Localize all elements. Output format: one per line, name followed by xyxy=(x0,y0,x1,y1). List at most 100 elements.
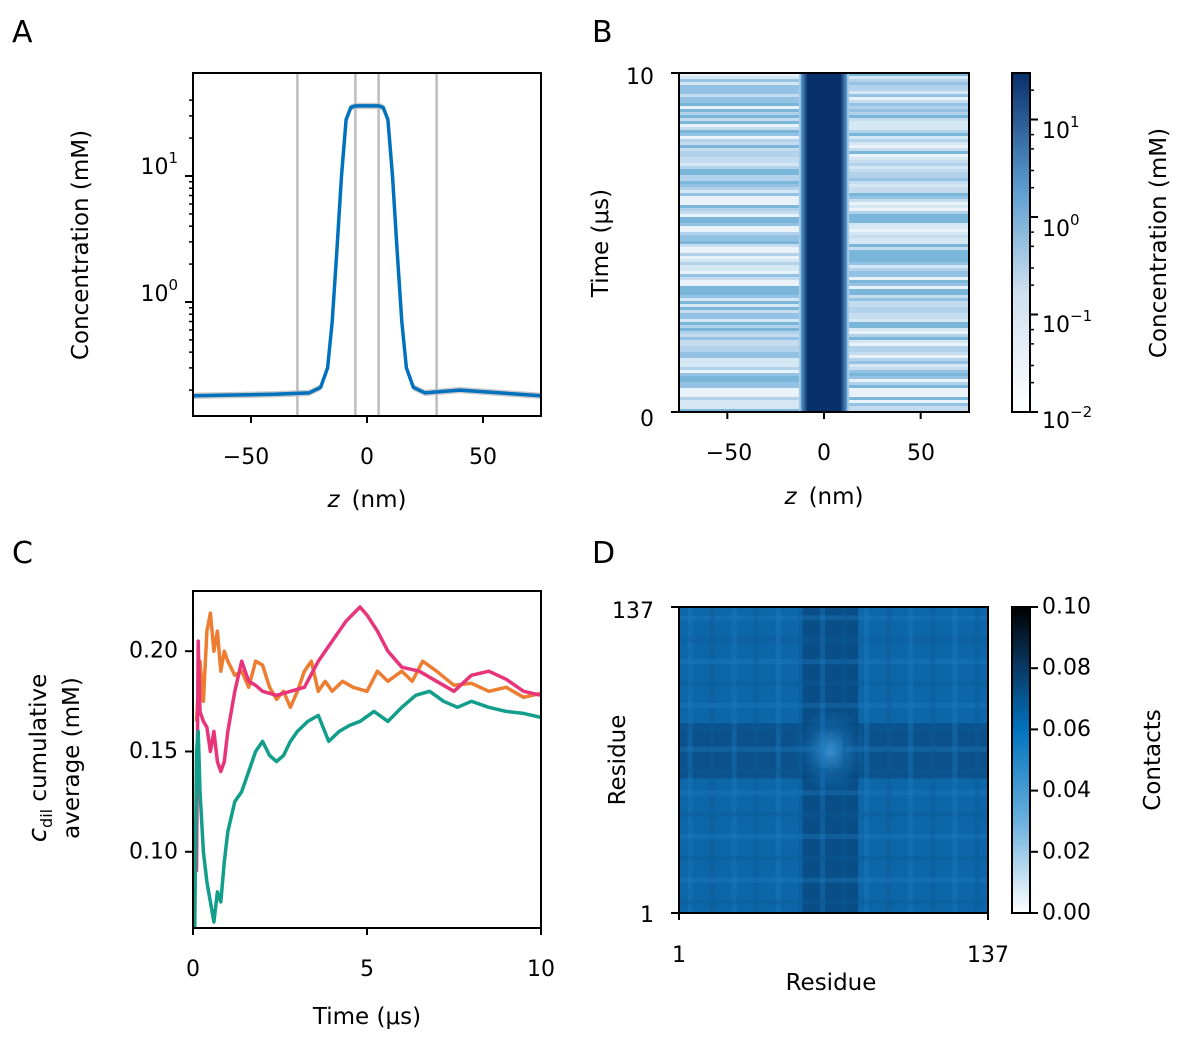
panel-c-series-orange xyxy=(194,611,541,722)
panel-b-heatmap-row xyxy=(679,76,799,79)
panel-b-heatmap-row xyxy=(679,361,799,364)
panel-b-heatmap-row xyxy=(849,316,969,319)
panel-b-heatmap-row xyxy=(679,304,799,307)
panel-b-heatmap-row xyxy=(679,115,799,118)
panel-b-heatmap-row xyxy=(849,241,969,244)
panel-b-heatmap-row xyxy=(849,256,969,259)
panel-c-ylabel-line2: average (mM) xyxy=(59,677,85,839)
panel-b-heatmap-row xyxy=(849,94,969,97)
panel-b-heatmap-row xyxy=(679,151,799,154)
panel-b-heatmap-row xyxy=(849,187,969,190)
panel-b-heatmap-row xyxy=(679,274,799,277)
panel-b-heatmap-row xyxy=(679,205,799,208)
panel-a-ylabel: Concentration (mM) xyxy=(68,130,94,360)
panel-b-heatmap-row xyxy=(679,106,799,109)
panel-b-heatmap-row xyxy=(679,358,799,361)
panel-b-heatmap-row xyxy=(679,169,799,172)
panel-d-center-region xyxy=(793,707,868,794)
panel-b-heatmap-row xyxy=(849,196,969,199)
panel-b-heatmap-row xyxy=(849,148,969,151)
panel-b-heatmap-row xyxy=(679,82,799,85)
panel-b-heatmap-row xyxy=(849,337,969,340)
panel-b-heatmap-row xyxy=(679,310,799,313)
panel-b-heatmap-row xyxy=(679,385,799,388)
panel-d-colorbar-ticks xyxy=(1030,606,1038,914)
panel-b-heatmap-row xyxy=(849,313,969,316)
panel-a-ytick-label: 101 xyxy=(140,149,178,180)
panel-b-heatmap-row xyxy=(849,289,969,292)
panel-b-heatmap-row xyxy=(679,397,799,400)
panel-b-heatmap-row xyxy=(849,406,969,409)
panel-b-heatmap-row xyxy=(679,280,799,283)
panel-b-heatmap-row xyxy=(849,307,969,310)
panel-b-heatmap-row xyxy=(679,100,799,103)
panel-b-heatmap-row xyxy=(679,286,799,289)
panel-b-heatmap-row xyxy=(679,157,799,160)
panel-d-colorbar xyxy=(1011,606,1031,914)
panel-d-ticks xyxy=(671,606,989,920)
panel-b-heatmap-row xyxy=(679,376,799,379)
panel-b-xlabel: z (nm) xyxy=(783,484,863,510)
panel-b-heatmap-row xyxy=(849,109,969,112)
panel-b-heatmap-row xyxy=(849,355,969,358)
panel-b-heatmap-row xyxy=(849,154,969,157)
panel-b-heatmap-row xyxy=(849,376,969,379)
panel-a-profile-line xyxy=(193,104,541,398)
panel-b-heatmap-row xyxy=(849,331,969,334)
panel-b-xticklabels: −50 0 50 xyxy=(706,441,935,466)
panel-b-heatmap-row xyxy=(849,103,969,106)
panel-b-heatmap-row xyxy=(849,214,969,217)
panel-b-heatmap-row xyxy=(679,94,799,97)
panel-b-heatmap-row xyxy=(849,130,969,133)
panel-b-heatmap-row xyxy=(849,397,969,400)
panel-b-heatmap-row xyxy=(849,334,969,337)
panel-b-heatmap-row xyxy=(849,172,969,175)
panel-b-heatmap-row xyxy=(849,367,969,370)
panel-b-heatmap-row xyxy=(679,127,799,130)
panel-b-heatmap-row xyxy=(849,238,969,241)
panel-b-heatmap-row xyxy=(849,358,969,361)
panel-b-heatmap-row xyxy=(849,100,969,103)
panel-b-heatmap-row xyxy=(849,163,969,166)
panel-b-heatmap-row xyxy=(679,79,799,82)
panel-a-ytick-label: 100 xyxy=(140,276,178,307)
panel-b-heatmap-row xyxy=(849,268,969,271)
panel-b-heatmap-row xyxy=(849,394,969,397)
panel-b-heatmap-row xyxy=(679,259,799,262)
panel-b-heatmap-row xyxy=(849,205,969,208)
panel-b-heatmap-row xyxy=(679,391,799,394)
panel-b-heatmap-row xyxy=(679,307,799,310)
panel-b-heatmap-row xyxy=(849,400,969,403)
panel-b-heatmap-row xyxy=(679,196,799,199)
panel-b-heatmap-row xyxy=(679,184,799,187)
panel-b-heatmap-row xyxy=(679,145,799,148)
panel-b-heatmap-row xyxy=(849,403,969,406)
panel-b-heatmap-row xyxy=(679,109,799,112)
panel-a-xticklabels: −50 0 50 xyxy=(223,445,497,470)
panel-b-heatmap-row xyxy=(849,391,969,394)
panel-b-heatmap-row xyxy=(679,160,799,163)
panel-b-heatmap-row xyxy=(679,241,799,244)
panel-b-heatmap-row xyxy=(849,82,969,85)
panel-c-ytick-label: 0.15 xyxy=(129,739,178,764)
panel-d-colorbar-labels: 0.10 0.08 0.06 0.04 0.02 0.00 xyxy=(1042,595,1091,926)
panel-b-heatmap-row xyxy=(679,130,799,133)
panel-b-heatmap-row xyxy=(849,262,969,265)
panel-c-xlabel: Time (μs) xyxy=(312,1004,421,1030)
panel-b-heatmap-row xyxy=(849,319,969,322)
panel-b-heatmap-row xyxy=(849,373,969,376)
panel-d-contact-pattern xyxy=(679,607,988,913)
panel-b-heatmap-row xyxy=(849,160,969,163)
panel-b-heatmap-row xyxy=(849,190,969,193)
panel-b-dense-phase xyxy=(800,73,848,412)
panel-b-heatmap-row xyxy=(849,223,969,226)
panel-b-colorbar-tick-label: 101 xyxy=(1042,113,1080,144)
panel-b-heatmap-row xyxy=(849,325,969,328)
panel-b-heatmap-row xyxy=(679,298,799,301)
panel-b-heatmap-row xyxy=(679,337,799,340)
panel-b-heatmap-row xyxy=(849,211,969,214)
panel-b-heatmap-row xyxy=(679,382,799,385)
panel-b-colorbar-tick-label: 10−2 xyxy=(1042,403,1092,434)
panel-b-heatmap-row xyxy=(849,127,969,130)
panel-b-heatmap-row xyxy=(679,217,799,220)
